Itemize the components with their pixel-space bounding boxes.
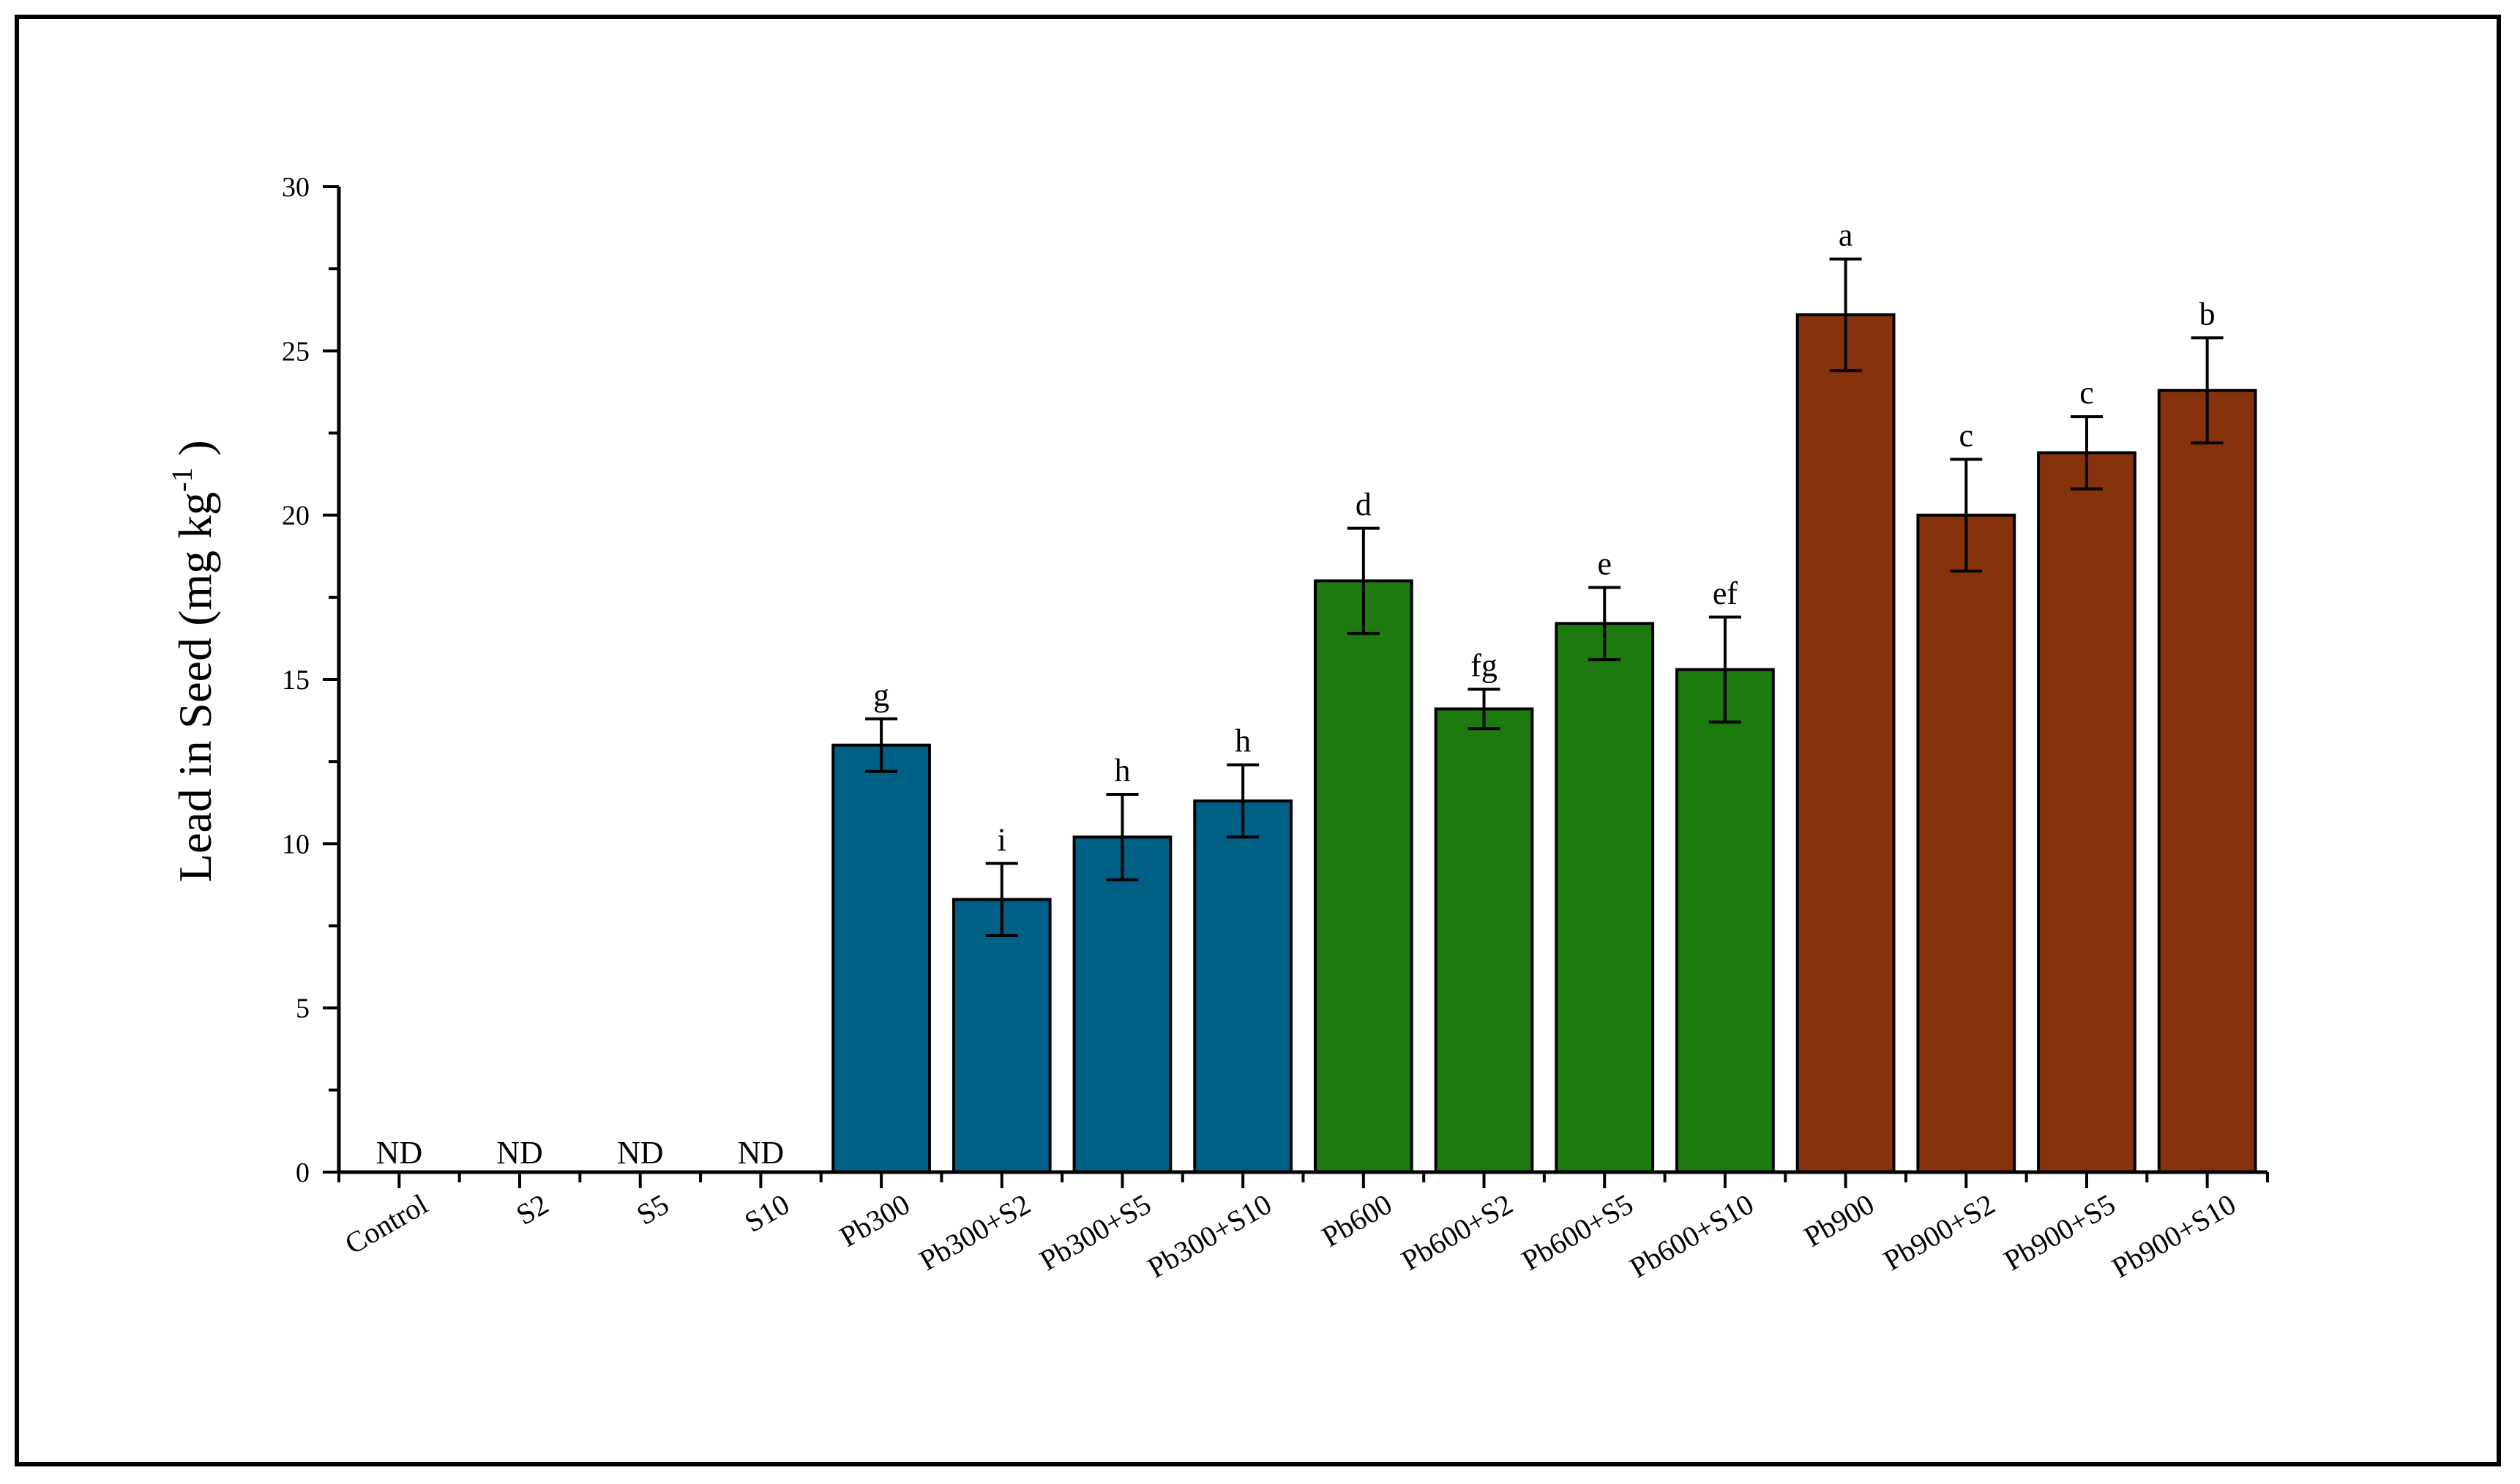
nd-label: ND — [376, 1135, 423, 1171]
x-tick-label: Pb600+S5 — [1517, 1187, 1639, 1278]
y-tick-label: 5 — [296, 993, 310, 1024]
bar — [1072, 835, 1173, 1174]
x-tick-label: Pb600+S10 — [1624, 1187, 1760, 1285]
nd-label: ND — [617, 1135, 664, 1171]
significance-letter: i — [998, 821, 1006, 857]
significance-letter: e — [1597, 545, 1612, 581]
significance-letter: c — [1959, 417, 1974, 453]
significance-letter: d — [1356, 487, 1372, 523]
significance-letter: a — [1839, 217, 1853, 253]
significance-letter: c — [2079, 375, 2094, 411]
x-tick-label: Pb600 — [1316, 1187, 1397, 1253]
bar — [831, 743, 931, 1174]
bar — [1795, 313, 1896, 1174]
significance-letter: fg — [1470, 647, 1498, 683]
bar — [2157, 389, 2257, 1174]
y-tick-label: 0 — [296, 1157, 310, 1188]
significance-letter: b — [2199, 296, 2216, 332]
bar — [1675, 668, 1775, 1174]
x-tick-label: Pb900+S10 — [2106, 1187, 2242, 1285]
x-tick-label: S5 — [631, 1187, 674, 1231]
x-tick-label: Pb600+S2 — [1396, 1187, 1518, 1278]
svg-text:Lead in Seed (mg kg-1 ): Lead in Seed (mg kg-1 ) — [165, 440, 221, 882]
x-tick-label: Pb300+S10 — [1142, 1187, 1277, 1285]
error-bars — [865, 257, 2224, 937]
x-tick-label: Control — [339, 1187, 433, 1261]
significance-letter: h — [1114, 753, 1130, 788]
x-tick-label: S2 — [510, 1187, 553, 1231]
y-tick-label: 30 — [282, 172, 310, 203]
nd-label: ND — [496, 1135, 543, 1171]
x-tick-label: Pb900+S5 — [1998, 1187, 2120, 1278]
y-axis-title-text: Lead in Seed (mg kg — [169, 492, 221, 882]
significance-letter: h — [1235, 723, 1251, 759]
bar — [1313, 579, 1413, 1174]
y-axis-title-superscript: -1 — [165, 467, 198, 491]
bar — [2037, 451, 2136, 1174]
bars — [831, 313, 2257, 1174]
y-axis-title-suffix: ) — [169, 440, 221, 467]
x-axis: Control S2 S5 S10 Pb300Pb300+S2Pb300+S5Pb300… — [337, 1170, 2269, 1285]
significance-labels: ND ND ND ND g i h h d fg e ef a c c b — [376, 217, 2216, 1171]
bar — [1555, 622, 1655, 1174]
y-tick-label: 15 — [282, 665, 310, 696]
bar — [1434, 707, 1534, 1174]
y-axis-title: Lead in Seed (mg kg-1 ) — [165, 440, 221, 882]
bar — [951, 898, 1052, 1174]
significance-letter: ef — [1713, 575, 1738, 611]
x-tick-label: Pb300+S5 — [1034, 1187, 1156, 1278]
bar — [1916, 513, 2016, 1174]
x-tick-label: S10 — [739, 1187, 794, 1239]
y-axis: 0 5 10 15 20 25 30 — [282, 172, 341, 1188]
y-tick-label: 20 — [282, 501, 310, 532]
significance-letter: g — [873, 677, 889, 713]
x-tick-label: Pb300 — [834, 1187, 916, 1253]
x-tick-label: Pb300+S2 — [913, 1187, 1036, 1278]
x-tick-label: Pb900 — [1798, 1187, 1880, 1253]
bar — [1193, 799, 1293, 1174]
x-tick-label: Pb900+S2 — [1878, 1187, 2000, 1278]
y-tick-label: 25 — [282, 336, 310, 367]
y-tick-label: 10 — [282, 829, 310, 860]
nd-label: ND — [738, 1135, 785, 1171]
